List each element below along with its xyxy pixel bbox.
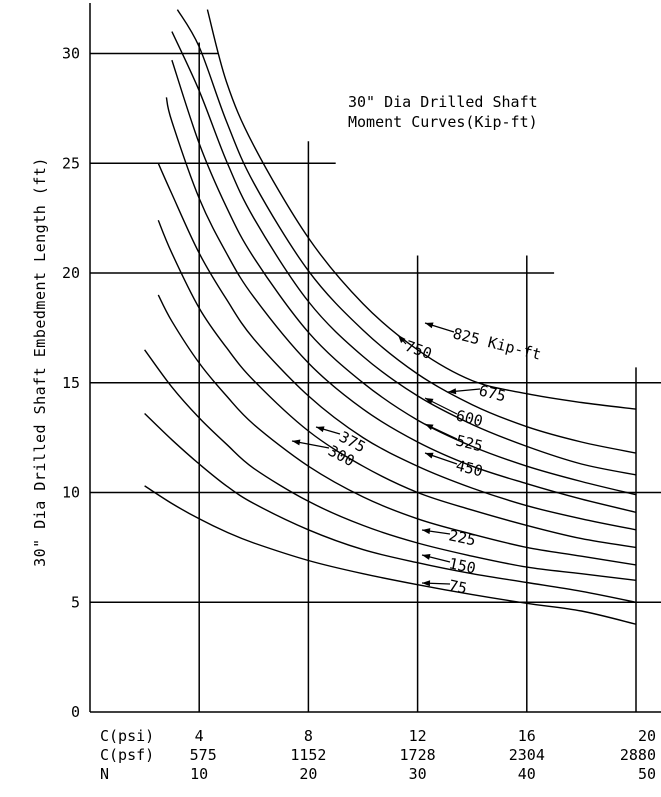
y-tick-label-0: 0 (71, 703, 80, 721)
arrow-head-750 (398, 335, 406, 343)
curve-525 (165, 97, 637, 513)
curve-label-675: 675 (477, 381, 508, 405)
grid (90, 42, 661, 712)
curve-600 (171, 59, 637, 496)
x-tick-label-r2-4: 50 (638, 765, 656, 783)
x-row-label-0: C(psi) (100, 727, 154, 745)
arrow-head-825 (425, 322, 434, 329)
curve-label-225: 225 (447, 526, 477, 549)
y-tick-label-10: 10 (62, 484, 80, 502)
arrow-head-675 (448, 388, 457, 395)
curve-label-450: 450 (454, 456, 485, 480)
curve-450 (157, 163, 637, 531)
arrow-head-300 (292, 439, 301, 446)
curve-750 (176, 9, 637, 454)
curve-label-600: 600 (454, 406, 485, 430)
arrow-head-525 (425, 424, 434, 431)
x-tick-label-r1-1: 1152 (290, 746, 326, 764)
x-tick-label-r2-3: 40 (518, 765, 536, 783)
y-tick-label-15: 15 (62, 374, 80, 392)
arrow-head-375 (316, 426, 325, 433)
x-tick-label-r1-0: 575 (190, 746, 217, 764)
y-tick-label-30: 30 (62, 45, 80, 63)
chart-title-line-1: 30" Dia Drilled Shaft (348, 93, 538, 111)
curve-label-525: 525 (454, 431, 485, 455)
x-tick-label-r0-0: 4 (195, 727, 204, 745)
curve-825 (206, 9, 637, 410)
arrow-head-150 (422, 554, 431, 560)
x-tick-label-r0-3: 16 (518, 727, 536, 745)
curve-150 (144, 412, 637, 603)
x-tick-label-r2-0: 10 (190, 765, 208, 783)
x-tick-label-r1-3: 2304 (509, 746, 545, 764)
curves (144, 9, 637, 625)
x-row-label-2: N (100, 765, 109, 783)
x-tick-label-r1-2: 1728 (400, 746, 436, 764)
x-row-label-1: C(psf) (100, 746, 154, 764)
x-tick-label-r0-2: 12 (409, 727, 427, 745)
x-tick-label-r0-4: 20 (638, 727, 656, 745)
y-tick-label-25: 25 (62, 154, 80, 172)
x-tick-label-r0-1: 8 (304, 727, 313, 745)
chart-title-line-2: Moment Curves(Kip-ft) (348, 113, 538, 131)
curve-225 (144, 349, 637, 581)
y-tick-label-5: 5 (71, 593, 80, 611)
arrow-head-600 (425, 398, 434, 405)
arrow-head-225 (422, 528, 431, 535)
curve-375 (157, 220, 637, 549)
axes (89, 3, 661, 713)
curve-75 (144, 485, 637, 625)
label-arrows (291, 322, 481, 587)
y-axis-label: 30" Dia Drilled Shaft Embedment Length (… (31, 157, 49, 567)
arrow-head-75 (422, 580, 431, 587)
curve-label-750: 750 (403, 337, 435, 363)
x-tick-label-r2-1: 20 (299, 765, 317, 783)
arrow-head-450 (425, 452, 434, 459)
x-tick-label-r1-4: 2880 (620, 746, 656, 764)
curve-label-825: 825 Kip-ft (451, 324, 543, 363)
curve-label-75: 75 (447, 576, 468, 597)
tick-labels: 0 5 10 15 20 25 30 C(psi) 4 8 12 16 20 C(psf) 575 1152 1… (62, 45, 656, 784)
x-tick-label-r2-2: 30 (409, 765, 427, 783)
curve-675 (171, 31, 637, 476)
y-tick-label-20: 20 (62, 264, 80, 282)
curve-label-150: 150 (447, 554, 477, 577)
curve-300 (157, 294, 637, 566)
